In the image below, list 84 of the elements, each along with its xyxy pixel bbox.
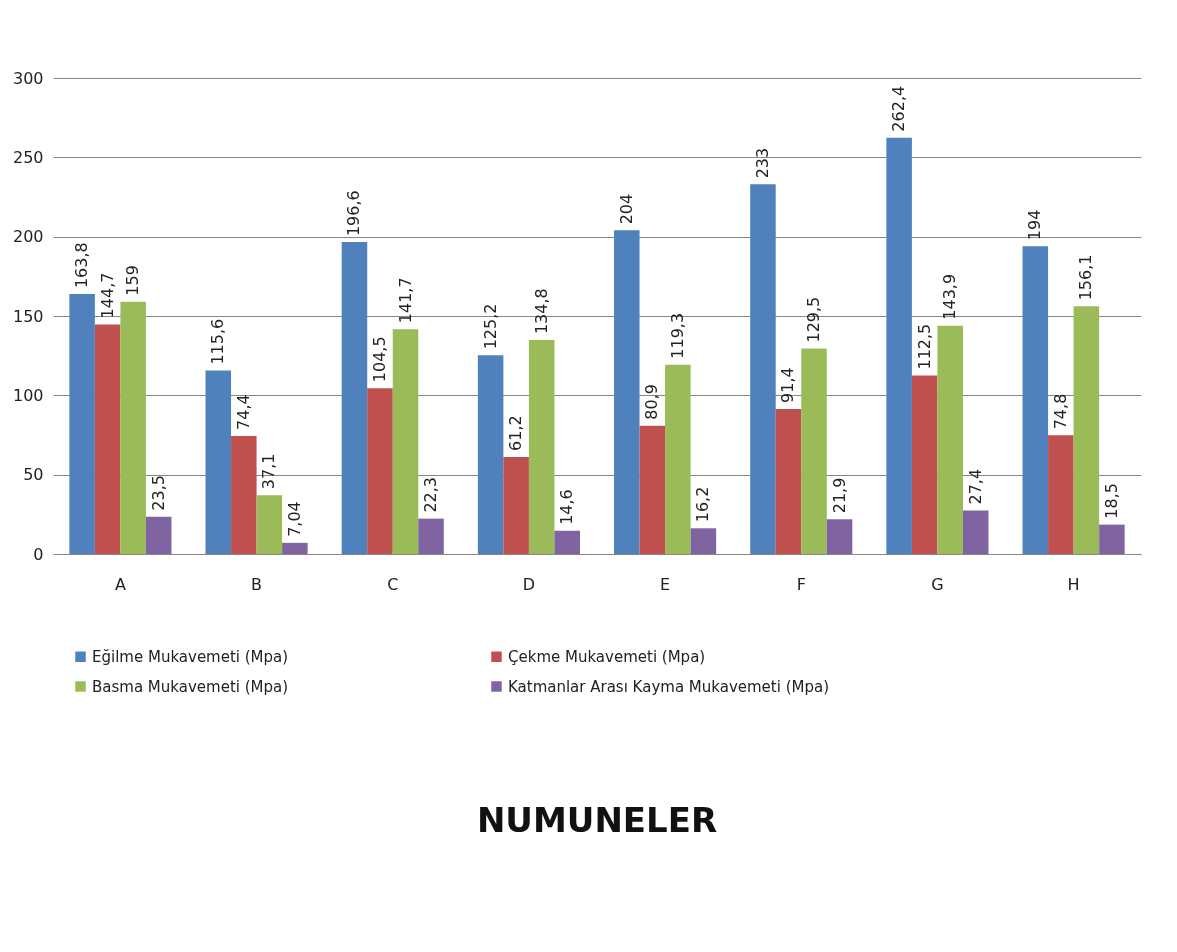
data-label: 262,4 bbox=[889, 85, 909, 132]
data-label: 80,9 bbox=[642, 384, 662, 420]
bar bbox=[911, 375, 938, 554]
bar bbox=[341, 242, 368, 554]
bar bbox=[94, 324, 121, 554]
bar bbox=[665, 364, 691, 554]
data-label: 196,6 bbox=[344, 190, 364, 237]
bar bbox=[528, 340, 555, 554]
data-label: 22,3 bbox=[421, 476, 441, 513]
data-label: 74,8 bbox=[1050, 393, 1070, 430]
bar bbox=[256, 495, 283, 554]
x-tick-label: B bbox=[251, 574, 263, 594]
bar bbox=[1022, 246, 1049, 554]
data-label: 194 bbox=[1025, 209, 1045, 241]
data-label: 23,5 bbox=[148, 475, 168, 511]
bar bbox=[750, 184, 776, 554]
data-label: 21,9 bbox=[829, 477, 849, 514]
data-label: 204 bbox=[616, 193, 636, 225]
bar bbox=[690, 528, 717, 554]
legend-label: Basma Mukavemeti (Mpa) bbox=[92, 677, 289, 696]
data-label: 115,6 bbox=[208, 318, 228, 365]
bar bbox=[614, 230, 640, 554]
data-label: 7,04 bbox=[284, 501, 304, 537]
bar bbox=[120, 301, 146, 554]
y-tick-label: 250 bbox=[12, 147, 44, 167]
bar bbox=[826, 519, 853, 554]
data-label: 134,8 bbox=[531, 288, 551, 335]
data-label: 91,4 bbox=[778, 367, 798, 403]
data-label: 37,1 bbox=[259, 453, 279, 490]
bar bbox=[418, 518, 444, 554]
data-label: 143,9 bbox=[940, 273, 960, 320]
bar bbox=[231, 435, 257, 554]
data-label: 141,7 bbox=[395, 277, 415, 324]
data-label: 61,2 bbox=[506, 415, 526, 451]
data-label: 16,2 bbox=[693, 486, 713, 523]
bar bbox=[775, 408, 802, 554]
legend-label: Katmanlar Arası Kayma Mukavemeti (Mpa) bbox=[508, 677, 830, 696]
bar bbox=[282, 542, 308, 554]
data-label: 18,5 bbox=[1101, 483, 1121, 519]
x-tick-label: C bbox=[387, 574, 399, 594]
y-tick-label: 300 bbox=[12, 68, 44, 88]
bar bbox=[1048, 435, 1074, 554]
bar bbox=[962, 510, 989, 554]
data-label: 119,3 bbox=[667, 312, 687, 359]
x-tick-label: A bbox=[114, 574, 126, 594]
data-label: 156,1 bbox=[1076, 254, 1096, 301]
y-tick-label: 150 bbox=[12, 306, 44, 326]
data-label: 125,2 bbox=[480, 303, 500, 350]
bar bbox=[477, 355, 504, 554]
y-tick-label: 200 bbox=[12, 227, 44, 247]
data-label: 14,6 bbox=[557, 489, 577, 525]
bar bbox=[554, 530, 580, 554]
data-label: 129,5 bbox=[804, 296, 824, 343]
text: NUMUNELER bbox=[476, 800, 718, 840]
bar bbox=[639, 425, 666, 554]
legend-label: Eğilme Mukavemeti (Mpa) bbox=[92, 647, 289, 666]
data-label: 27,4 bbox=[965, 468, 985, 505]
y-tick-label: 100 bbox=[12, 385, 44, 405]
data-label: 233 bbox=[752, 147, 772, 179]
data-label: 163,8 bbox=[72, 242, 92, 289]
x-tick-label: H bbox=[1067, 574, 1080, 594]
legend-label: Çekme Mukavemeti (Mpa) bbox=[508, 647, 706, 666]
data-label: 104,5 bbox=[369, 336, 389, 383]
bar bbox=[392, 329, 419, 554]
bar bbox=[367, 388, 393, 554]
x-tick-label: D bbox=[522, 574, 536, 594]
bar bbox=[937, 325, 963, 554]
x-tick-label: E bbox=[660, 574, 671, 594]
y-tick-label: 50 bbox=[23, 465, 44, 485]
data-label: 74,4 bbox=[233, 394, 253, 430]
data-label: 144,7 bbox=[97, 272, 117, 319]
data-label: 112,5 bbox=[914, 323, 934, 370]
bar bbox=[1073, 306, 1100, 554]
bar bbox=[1099, 524, 1125, 554]
bar bbox=[145, 516, 172, 554]
bar bbox=[205, 370, 232, 554]
y-tick-label: 0 bbox=[33, 544, 44, 564]
bar bbox=[503, 456, 529, 554]
bar bbox=[69, 294, 95, 554]
bar bbox=[801, 348, 827, 554]
bar bbox=[886, 137, 912, 554]
data-label: 159 bbox=[123, 265, 143, 296]
x-tick-label: F bbox=[796, 574, 806, 594]
x-tick-label: G bbox=[931, 574, 944, 594]
